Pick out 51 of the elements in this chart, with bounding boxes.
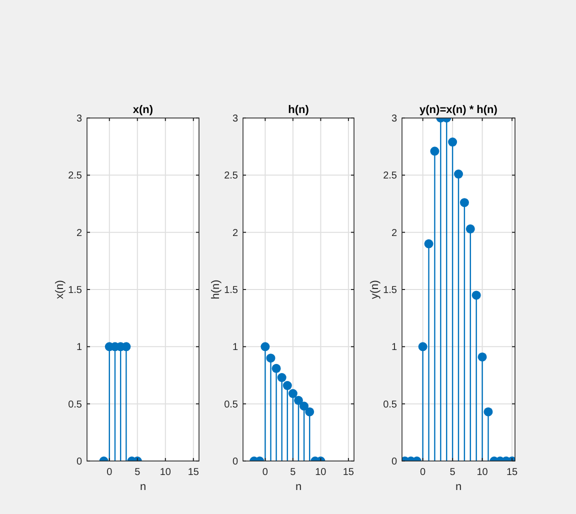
x-tick-label: 0 [106, 467, 113, 478]
x-tick-label: 0 [262, 467, 268, 478]
y-tick-label: 3 [391, 114, 398, 124]
y-tick-label: 0 [76, 456, 82, 468]
y-tick-label: 1 [232, 342, 238, 354]
y-tick-label: 0.5 [383, 399, 398, 410]
y-tick-label: 2.5 [224, 170, 238, 182]
y-tick-label: 1 [391, 342, 398, 354]
x-tick-label: 5 [290, 467, 296, 478]
x-axis-title: n [455, 481, 462, 493]
point [430, 146, 440, 156]
x-tick-label: 10 [315, 467, 327, 478]
y-tick-label: 2.5 [383, 170, 398, 182]
y-tick-label: 1 [76, 342, 82, 354]
point [472, 290, 481, 300]
y-tick-label: 3 [76, 114, 82, 124]
chart-title: y(n)=x(n) * h(n) [420, 104, 498, 116]
x-tick-label: 15 [342, 467, 354, 478]
y-tick-label: 2.5 [68, 170, 82, 182]
x-tick-label: 5 [450, 467, 456, 478]
y-axis-title: h(n) [210, 280, 222, 300]
y-tick-label: 2 [76, 228, 82, 239]
point [418, 342, 428, 352]
y-axis-title: x(n) [54, 280, 66, 299]
y-tick-label: 1.5 [68, 285, 82, 296]
point [460, 198, 469, 208]
y-tick-label: 0 [232, 456, 238, 468]
point [478, 352, 487, 362]
y-tick-label: 0.5 [68, 399, 82, 410]
x-tick-label: 15 [188, 467, 200, 478]
x-axis-title: n [140, 481, 146, 493]
x-tick-label: 10 [160, 467, 172, 478]
y-axis-title: y(n) [369, 280, 381, 299]
chart-title: h(n) [288, 104, 310, 116]
point [466, 224, 475, 234]
x-tick-label: 15 [506, 467, 518, 478]
y-tick-label: 1.5 [224, 285, 238, 296]
x-tick-label: 5 [134, 467, 141, 478]
point [454, 170, 463, 179]
y-tick-label: 2 [391, 228, 398, 239]
y-tick-label: 0.5 [224, 399, 238, 410]
y-tick-label: 2 [232, 228, 238, 239]
y-tick-label: 1.5 [383, 285, 398, 296]
point [424, 239, 434, 248]
y-tick-label: 3 [232, 114, 238, 124]
x-axis-title: n [295, 481, 302, 493]
x-tick-label: 0 [420, 467, 426, 478]
chart-title: x(n) [132, 104, 154, 116]
point [448, 138, 458, 147]
x-tick-label: 10 [476, 467, 488, 478]
y-tick-label: 0 [391, 456, 398, 468]
